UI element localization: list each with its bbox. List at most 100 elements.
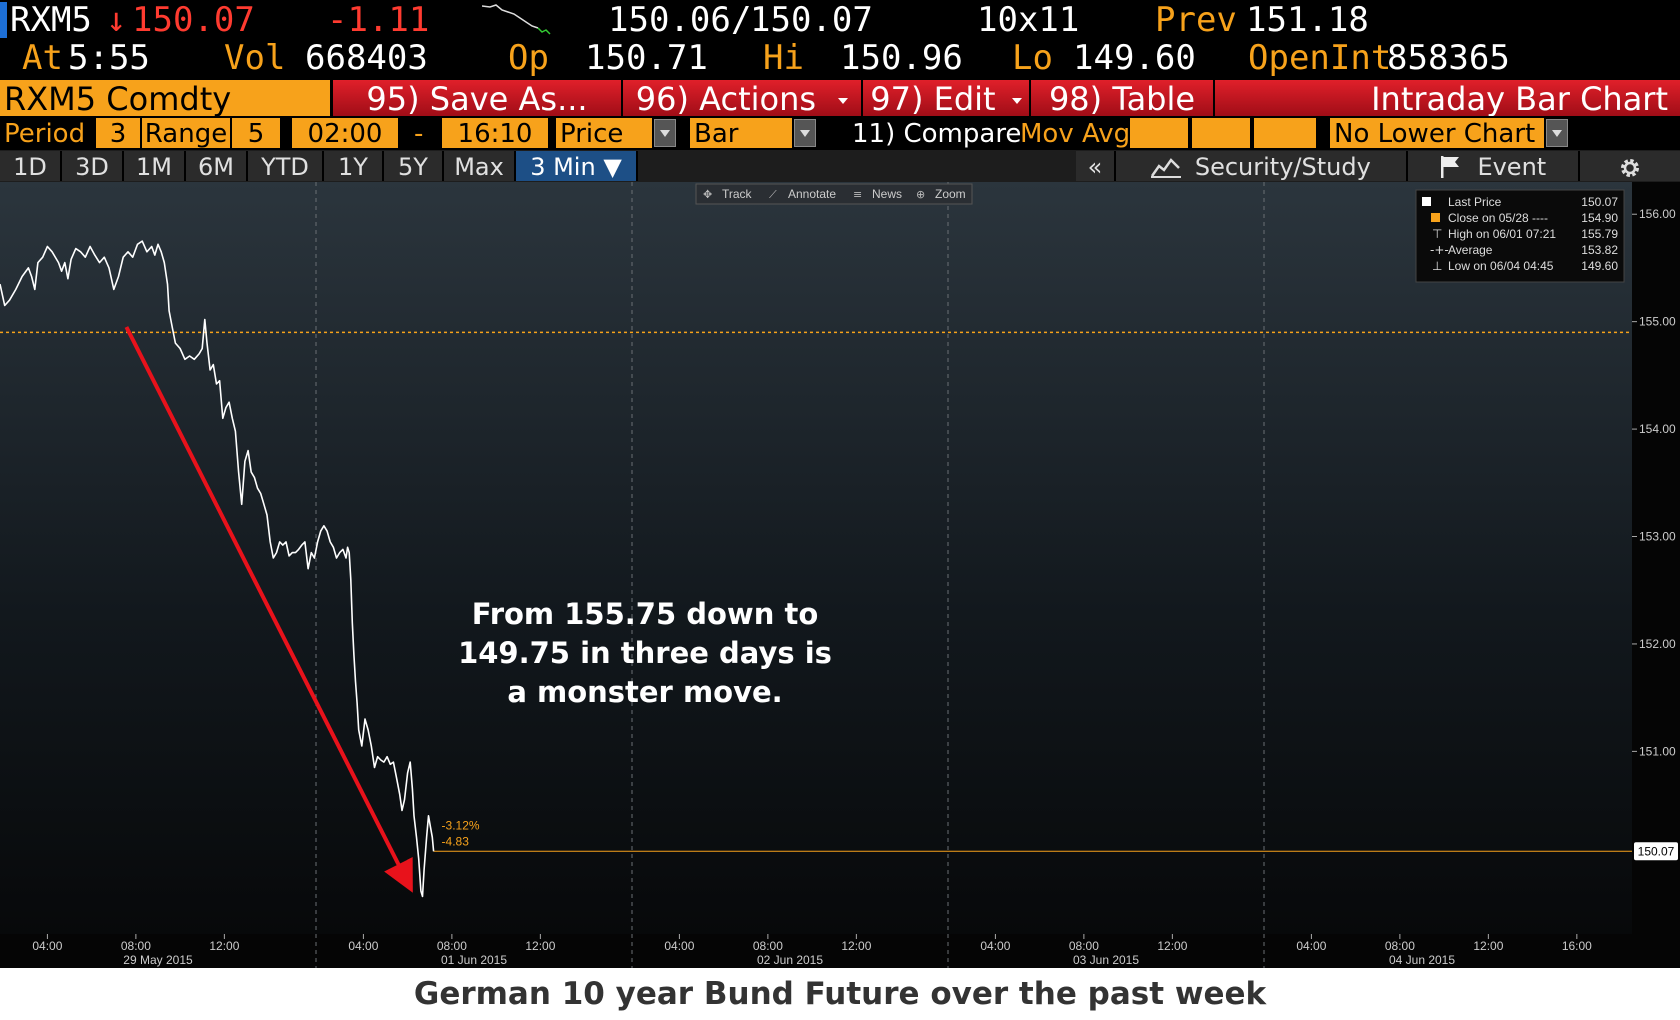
zoom-tool[interactable]: ⊕ Zoom	[916, 187, 966, 201]
x-hour-label: 12:00	[1473, 939, 1503, 953]
legend-close-value: 154.90	[1581, 211, 1618, 225]
security-field[interactable]: RXM5 Comdty	[0, 80, 330, 118]
zoom-label: Zoom	[935, 187, 966, 201]
timeframe-6m[interactable]: 6M	[186, 151, 248, 181]
news-tool[interactable]: ≡ News	[853, 187, 902, 201]
event-button[interactable]: Event	[1408, 151, 1580, 181]
legend-average-label: Average	[1448, 243, 1493, 257]
last-price-tag-label: 150.07	[1638, 844, 1675, 858]
end-time-input[interactable]: 16:10	[442, 118, 548, 149]
y-tick-label: 152.00	[1639, 637, 1676, 651]
mov-avg-input-2[interactable]	[1192, 118, 1250, 148]
prev-value: 151.18	[1246, 0, 1369, 40]
flag-icon	[1440, 156, 1459, 178]
open-label: Op	[508, 38, 549, 78]
track-tool[interactable]: ✥ Track	[703, 187, 753, 201]
y-axis-panel	[1632, 182, 1680, 934]
legend-close-label: Close on 05/28 ----	[1448, 211, 1548, 225]
quote-header: RXM5 ↓ 150.07 -1.11 150.06 / 150.07 10x1…	[0, 0, 1680, 80]
chart-study-icon	[1151, 158, 1182, 178]
x-hour-label: 04:00	[980, 939, 1010, 953]
collapse-panel-button[interactable]: «	[1076, 151, 1116, 181]
legend-close-swatch	[1431, 213, 1440, 222]
timeframe-1y[interactable]: 1Y	[324, 151, 384, 181]
vol-label: Vol	[224, 38, 286, 78]
period-label: Period	[4, 119, 86, 149]
pencil-icon: ⟋	[769, 188, 777, 201]
annotation-line-2: 149.75 in three days is	[458, 636, 832, 670]
x-hour-label: 12:00	[1157, 939, 1187, 953]
x-hour-label: 08:00	[753, 939, 783, 953]
edit-label: 97) Edit	[870, 80, 996, 118]
annotate-tool[interactable]: ⟋ Annotate	[769, 187, 836, 201]
last-price-tag-box	[1634, 842, 1678, 861]
chart-legend: Last Price 150.07 Close on 05/28 ---- 15…	[1415, 189, 1625, 283]
intraday-bar-chart[interactable]: 156.00 155.00 154.00 153.00 152.00 151.00 29 …	[0, 182, 1680, 968]
legend-average: -+- Average 153.82	[1430, 243, 1618, 257]
ticker-marker	[0, 2, 7, 38]
x-date-label: 03 Jun 2015	[1073, 953, 1139, 967]
legend-close: Close on 05/28 ---- 154.90	[1431, 211, 1618, 225]
legend-last-price: Last Price 150.07	[1422, 195, 1618, 209]
actions-chevron-icon	[838, 98, 849, 104]
ask-price: 150.07	[750, 0, 873, 40]
legend-low: ⊥ Low on 06/04 04:45 149.60	[1432, 259, 1618, 273]
annotation-line-3: a monster move.	[507, 675, 782, 709]
legend-low-marker-icon: ⊥	[1432, 259, 1442, 273]
move-icon: ✥	[703, 188, 712, 201]
annotation-toolbar: ✥ Track ⟋ Annotate ≡ News ⊕ Zoom	[695, 183, 973, 205]
timeframe-ytd[interactable]: YTD	[248, 151, 324, 181]
x-hour-label: 04:00	[664, 939, 694, 953]
x-hour-label: 12:00	[209, 939, 239, 953]
timeframe-max[interactable]: Max	[444, 151, 516, 181]
legend-high: ⊤ High on 06/01 07:21 155.79	[1432, 227, 1618, 241]
timeframe-5y[interactable]: 5Y	[384, 151, 444, 181]
mov-avg-label: Mov Avg	[1020, 119, 1131, 149]
edit-chevron-icon	[1011, 98, 1022, 104]
field-dropdown-icon[interactable]	[654, 119, 676, 147]
bid-ask-separator: /	[731, 0, 752, 40]
style-dropdown-icon[interactable]	[794, 119, 816, 147]
compare-button[interactable]: 11) Compare	[852, 119, 1022, 149]
timeframe-1d[interactable]: 1D	[0, 151, 62, 181]
legend-last-price-swatch	[1422, 197, 1431, 206]
timeframe-1m[interactable]: 1M	[124, 151, 186, 181]
x-hour-label: 12:00	[841, 939, 871, 953]
save-as-button[interactable]: 95) Save As...	[333, 80, 623, 118]
x-hour-label: 08:00	[1069, 939, 1099, 953]
x-hour-label: 08:00	[1385, 939, 1415, 953]
function-toolbar: RXM5 Comdty 95) Save As... 96) Actions 9…	[0, 80, 1680, 118]
mov-avg-input-1[interactable]	[1130, 118, 1188, 148]
style-select[interactable]: Bar	[690, 118, 792, 149]
timeframe-3min-select[interactable]: 3 Min ▼	[516, 151, 638, 181]
x-hour-label: 04:00	[348, 939, 378, 953]
time-range-dash: -	[414, 119, 424, 149]
news-icon: ≡	[853, 188, 862, 201]
lower-chart-select[interactable]: No Lower Chart	[1330, 118, 1544, 149]
period-input[interactable]: 3	[96, 118, 140, 149]
legend-average-marker-icon: -+-	[1430, 243, 1449, 257]
ticker[interactable]: RXM5	[10, 0, 92, 40]
range-input[interactable]: 5	[232, 118, 280, 149]
x-axis-panel	[0, 934, 1680, 968]
actions-label: 96) Actions	[635, 80, 817, 118]
actions-menu-button[interactable]: 96) Actions	[623, 80, 863, 118]
mov-avg-input-3[interactable]	[1254, 118, 1316, 148]
y-tick-label: 153.00	[1639, 530, 1676, 544]
legend-last-price-label: Last Price	[1448, 195, 1502, 209]
timeframe-3d[interactable]: 3D	[62, 151, 124, 181]
x-date-label: 01 Jun 2015	[441, 953, 507, 967]
edit-menu-button[interactable]: 97) Edit	[863, 80, 1031, 118]
annotate-label: Annotate	[788, 187, 836, 201]
high-value: 150.96	[840, 38, 963, 78]
bid-ask-size: 10x11	[977, 0, 1080, 40]
field-select[interactable]: Price	[556, 118, 652, 149]
net-change-label: -4.83	[442, 834, 470, 848]
security-study-button[interactable]: Security/Study	[1116, 151, 1408, 181]
lower-chart-dropdown-icon[interactable]	[1546, 119, 1568, 147]
down-arrow-icon: ↓	[106, 0, 127, 40]
x-hour-label: 08:00	[437, 939, 467, 953]
settings-button[interactable]	[1580, 151, 1680, 181]
table-button[interactable]: 98) Table	[1031, 80, 1215, 118]
start-time-input[interactable]: 02:00	[292, 118, 398, 149]
